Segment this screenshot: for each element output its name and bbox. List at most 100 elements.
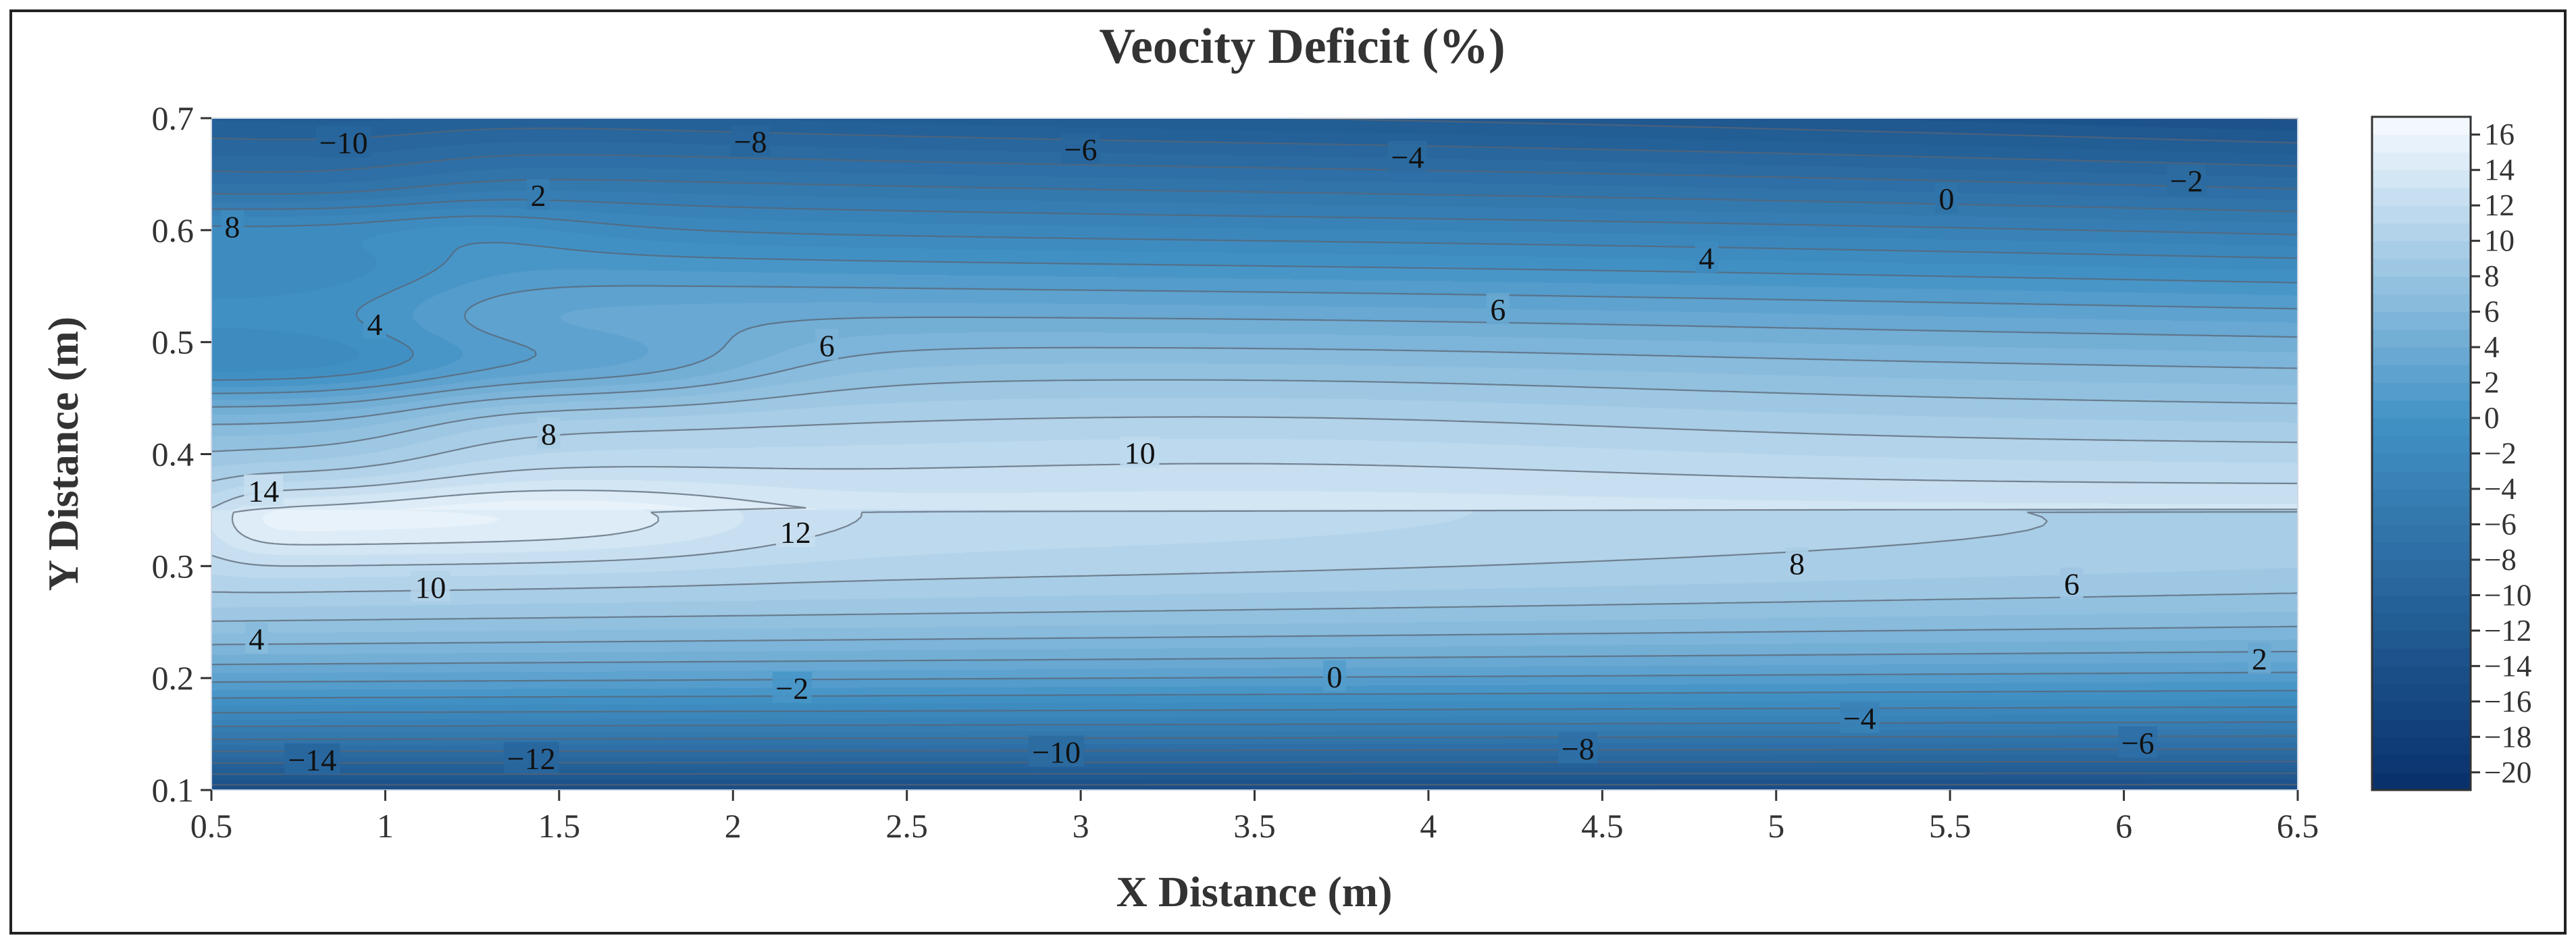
contour-label: 10 (415, 571, 446, 605)
colorbar-band (2372, 719, 2471, 737)
contour-label-bg (244, 622, 268, 654)
colorbar-band (2372, 276, 2471, 294)
colorbar-band (2372, 612, 2471, 631)
y-tick-label: 0.6 (152, 211, 195, 249)
contour-label-bg (775, 516, 815, 548)
x-tick-label: 5 (1768, 807, 1784, 845)
colorbar-band (2372, 205, 2471, 224)
contour-label: −14 (288, 743, 336, 777)
contour-line-level--12 (211, 118, 2298, 775)
colorbar-band (2372, 542, 2471, 560)
contour-label-layer: −10 −8 −6 −4 −2 0 2 8 4 6 4 6 8 10 14 12 8 6 10 4 2 0 −2 −4 −6 −8… (220, 124, 2271, 777)
x-tick-label: 4.5 (1581, 807, 1624, 845)
x-tick-label: 6 (2115, 807, 2132, 845)
colorbar-band (2372, 737, 2471, 756)
contour-fill-image (211, 118, 2298, 790)
colorbar-band (2372, 418, 2471, 436)
contour-label-bg (1029, 735, 1085, 767)
contour-label: 6 (819, 328, 835, 363)
x-axis: 0.5 1 1.5 2 2.5 3 3.5 4 4.5 5 5.5 6 6.5 (190, 790, 2319, 845)
y-tick-label: 0.1 (152, 771, 195, 809)
colorbar-band (2372, 772, 2471, 791)
x-tick-label: 5.5 (1929, 807, 1972, 845)
contour-label: −10 (1032, 735, 1081, 769)
contour-label-bg (1388, 140, 1428, 172)
colorbar-band (2372, 347, 2471, 365)
contour-label: 2 (530, 178, 546, 213)
contour-line-level-6 (211, 346, 2298, 646)
colorbar-tick-label: −4 (2484, 472, 2517, 506)
colorbar-band (2372, 754, 2471, 773)
x-tick-label: 3 (1073, 807, 1089, 845)
colorbar-band (2372, 365, 2471, 384)
colorbar-band (2372, 630, 2471, 649)
contour-label: −2 (2170, 164, 2203, 199)
contour-label: −10 (319, 126, 368, 160)
colorbar-tick-label: 8 (2484, 259, 2500, 293)
colorbar-tick-label: −6 (2484, 507, 2517, 541)
colorbar-band (2372, 666, 2471, 685)
contour-label-bg (2167, 164, 2207, 196)
y-axis: 0.1 0.2 0.3 0.4 0.5 0.6 0.7 (152, 99, 211, 809)
x-tick-label: 2 (725, 807, 742, 845)
colorbar-band (2372, 648, 2471, 666)
contour-label: 12 (780, 515, 811, 550)
contour-label-bg (772, 671, 812, 703)
x-tick-label: 4 (1420, 807, 1437, 845)
contour-line-level--2 (211, 215, 2298, 714)
contour-label: −8 (1562, 731, 1595, 766)
colorbar-band (2372, 223, 2471, 242)
contour-label-bg (1840, 702, 1880, 733)
contour-label: 14 (248, 474, 279, 508)
contour-label-bg (730, 125, 770, 157)
contour-label: 10 (1125, 436, 1156, 471)
contour-label: 2 (2252, 642, 2267, 677)
contour-label-bg (284, 743, 340, 775)
contour-label-bg (1486, 293, 1510, 325)
contour-label-bg (537, 417, 561, 449)
contour-label-bg (1935, 182, 1959, 214)
colorbar-band (2372, 134, 2471, 153)
y-tick-label: 0.5 (152, 323, 195, 361)
x-tick-label: 1 (377, 807, 394, 845)
contour-label-bg (363, 307, 386, 339)
contour-label-bg (244, 474, 284, 506)
colorbar-band (2372, 400, 2471, 419)
contour-line-level-14 (231, 490, 806, 546)
colorbar-tick-label: 12 (2484, 188, 2515, 222)
x-axis-title: X Distance (m) (1116, 868, 1393, 916)
contour-line-level--8 (211, 154, 2298, 752)
colorbar-tick-label: 16 (2484, 117, 2515, 151)
contour-label-bg (1322, 660, 1346, 692)
colorbar-band (2372, 187, 2471, 206)
contour-label: 4 (1699, 241, 1714, 276)
contour-label-bg (2060, 567, 2084, 599)
colorbar-band (2372, 453, 2471, 472)
colorbar-band (2372, 329, 2471, 348)
colorbar-band (2372, 436, 2471, 454)
y-axis-title: Y Distance (m) (39, 317, 87, 591)
x-tick-label: 1.5 (538, 807, 581, 845)
chart-title: Veocity Deficit (%) (1099, 19, 1505, 74)
contour-label: 6 (2064, 567, 2080, 602)
contour-line-level-4 (211, 316, 2298, 666)
contour-label-bg (1695, 241, 1718, 273)
y-tick-label: 0.3 (152, 547, 195, 585)
contour-label: 4 (367, 307, 382, 342)
colorbar-band (2372, 240, 2471, 259)
contour-label: 4 (249, 622, 264, 656)
x-tick-label: 2.5 (885, 807, 928, 845)
colorbar-band (2372, 701, 2471, 720)
contour-label-bg (1558, 732, 1598, 764)
contour-label: −2 (775, 671, 808, 706)
contour-line-level-0 (211, 242, 2298, 699)
contour-line-level--14 (211, 118, 2298, 786)
contour-label-bg (411, 571, 450, 602)
colorbar-band (2372, 169, 2471, 188)
contour-label: −6 (2121, 726, 2155, 760)
contour-label: −12 (507, 741, 556, 776)
contour-label: −4 (1843, 702, 1876, 736)
colorbar-tick-label: −2 (2484, 437, 2517, 471)
colorbar-band (2372, 258, 2471, 277)
